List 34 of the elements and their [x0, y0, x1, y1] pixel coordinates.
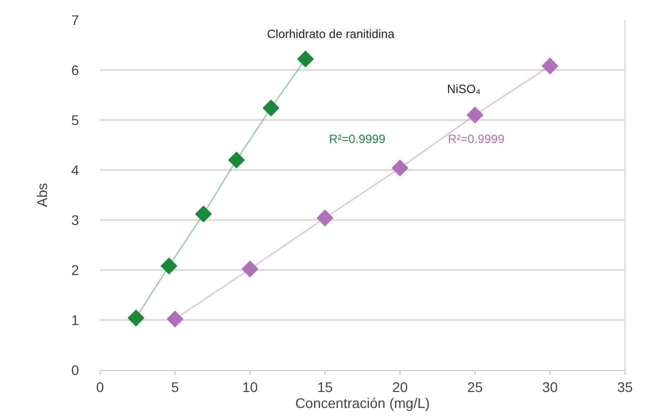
point: [160, 258, 178, 274]
x-tick-label: 10: [242, 378, 258, 395]
y-tick-label: 1: [71, 312, 80, 328]
y-axis-title: Abs: [34, 182, 50, 208]
point: [542, 58, 558, 74]
point: [316, 210, 334, 226]
annotation: R²=0.9999: [329, 132, 386, 146]
point: [262, 100, 280, 116]
point: [228, 152, 245, 168]
y-tick-label: 6: [71, 62, 80, 78]
x-tick-label: 35: [617, 378, 633, 395]
point: [166, 310, 184, 328]
y-tick-label: 0: [71, 362, 80, 378]
y-tick-label: 3: [71, 212, 80, 228]
point: [466, 106, 484, 124]
series-label: NiSO₄: [447, 82, 481, 96]
annotation: R²=0.9999: [448, 132, 505, 146]
point: [392, 160, 408, 176]
point: [195, 206, 212, 222]
y-tick-label: 5: [71, 112, 80, 128]
point: [242, 260, 258, 278]
y-tick-label: 2: [71, 262, 80, 278]
x-tick-label: 5: [171, 378, 180, 395]
x-axis-title: Concentración (mg/L): [295, 394, 430, 411]
x-tick-label: 25: [467, 378, 483, 395]
x-tick-label: 0: [96, 378, 104, 395]
x-tick-label: 20: [392, 378, 408, 395]
y-tick-label: 4: [71, 162, 80, 178]
text: Clorhidrato de ranitidina: [267, 27, 395, 41]
x-tick-label: 30: [542, 378, 558, 395]
point: [128, 310, 144, 326]
point: [297, 50, 314, 68]
y-tick-label: 7: [71, 12, 80, 28]
x-tick-label: 15: [317, 378, 333, 395]
